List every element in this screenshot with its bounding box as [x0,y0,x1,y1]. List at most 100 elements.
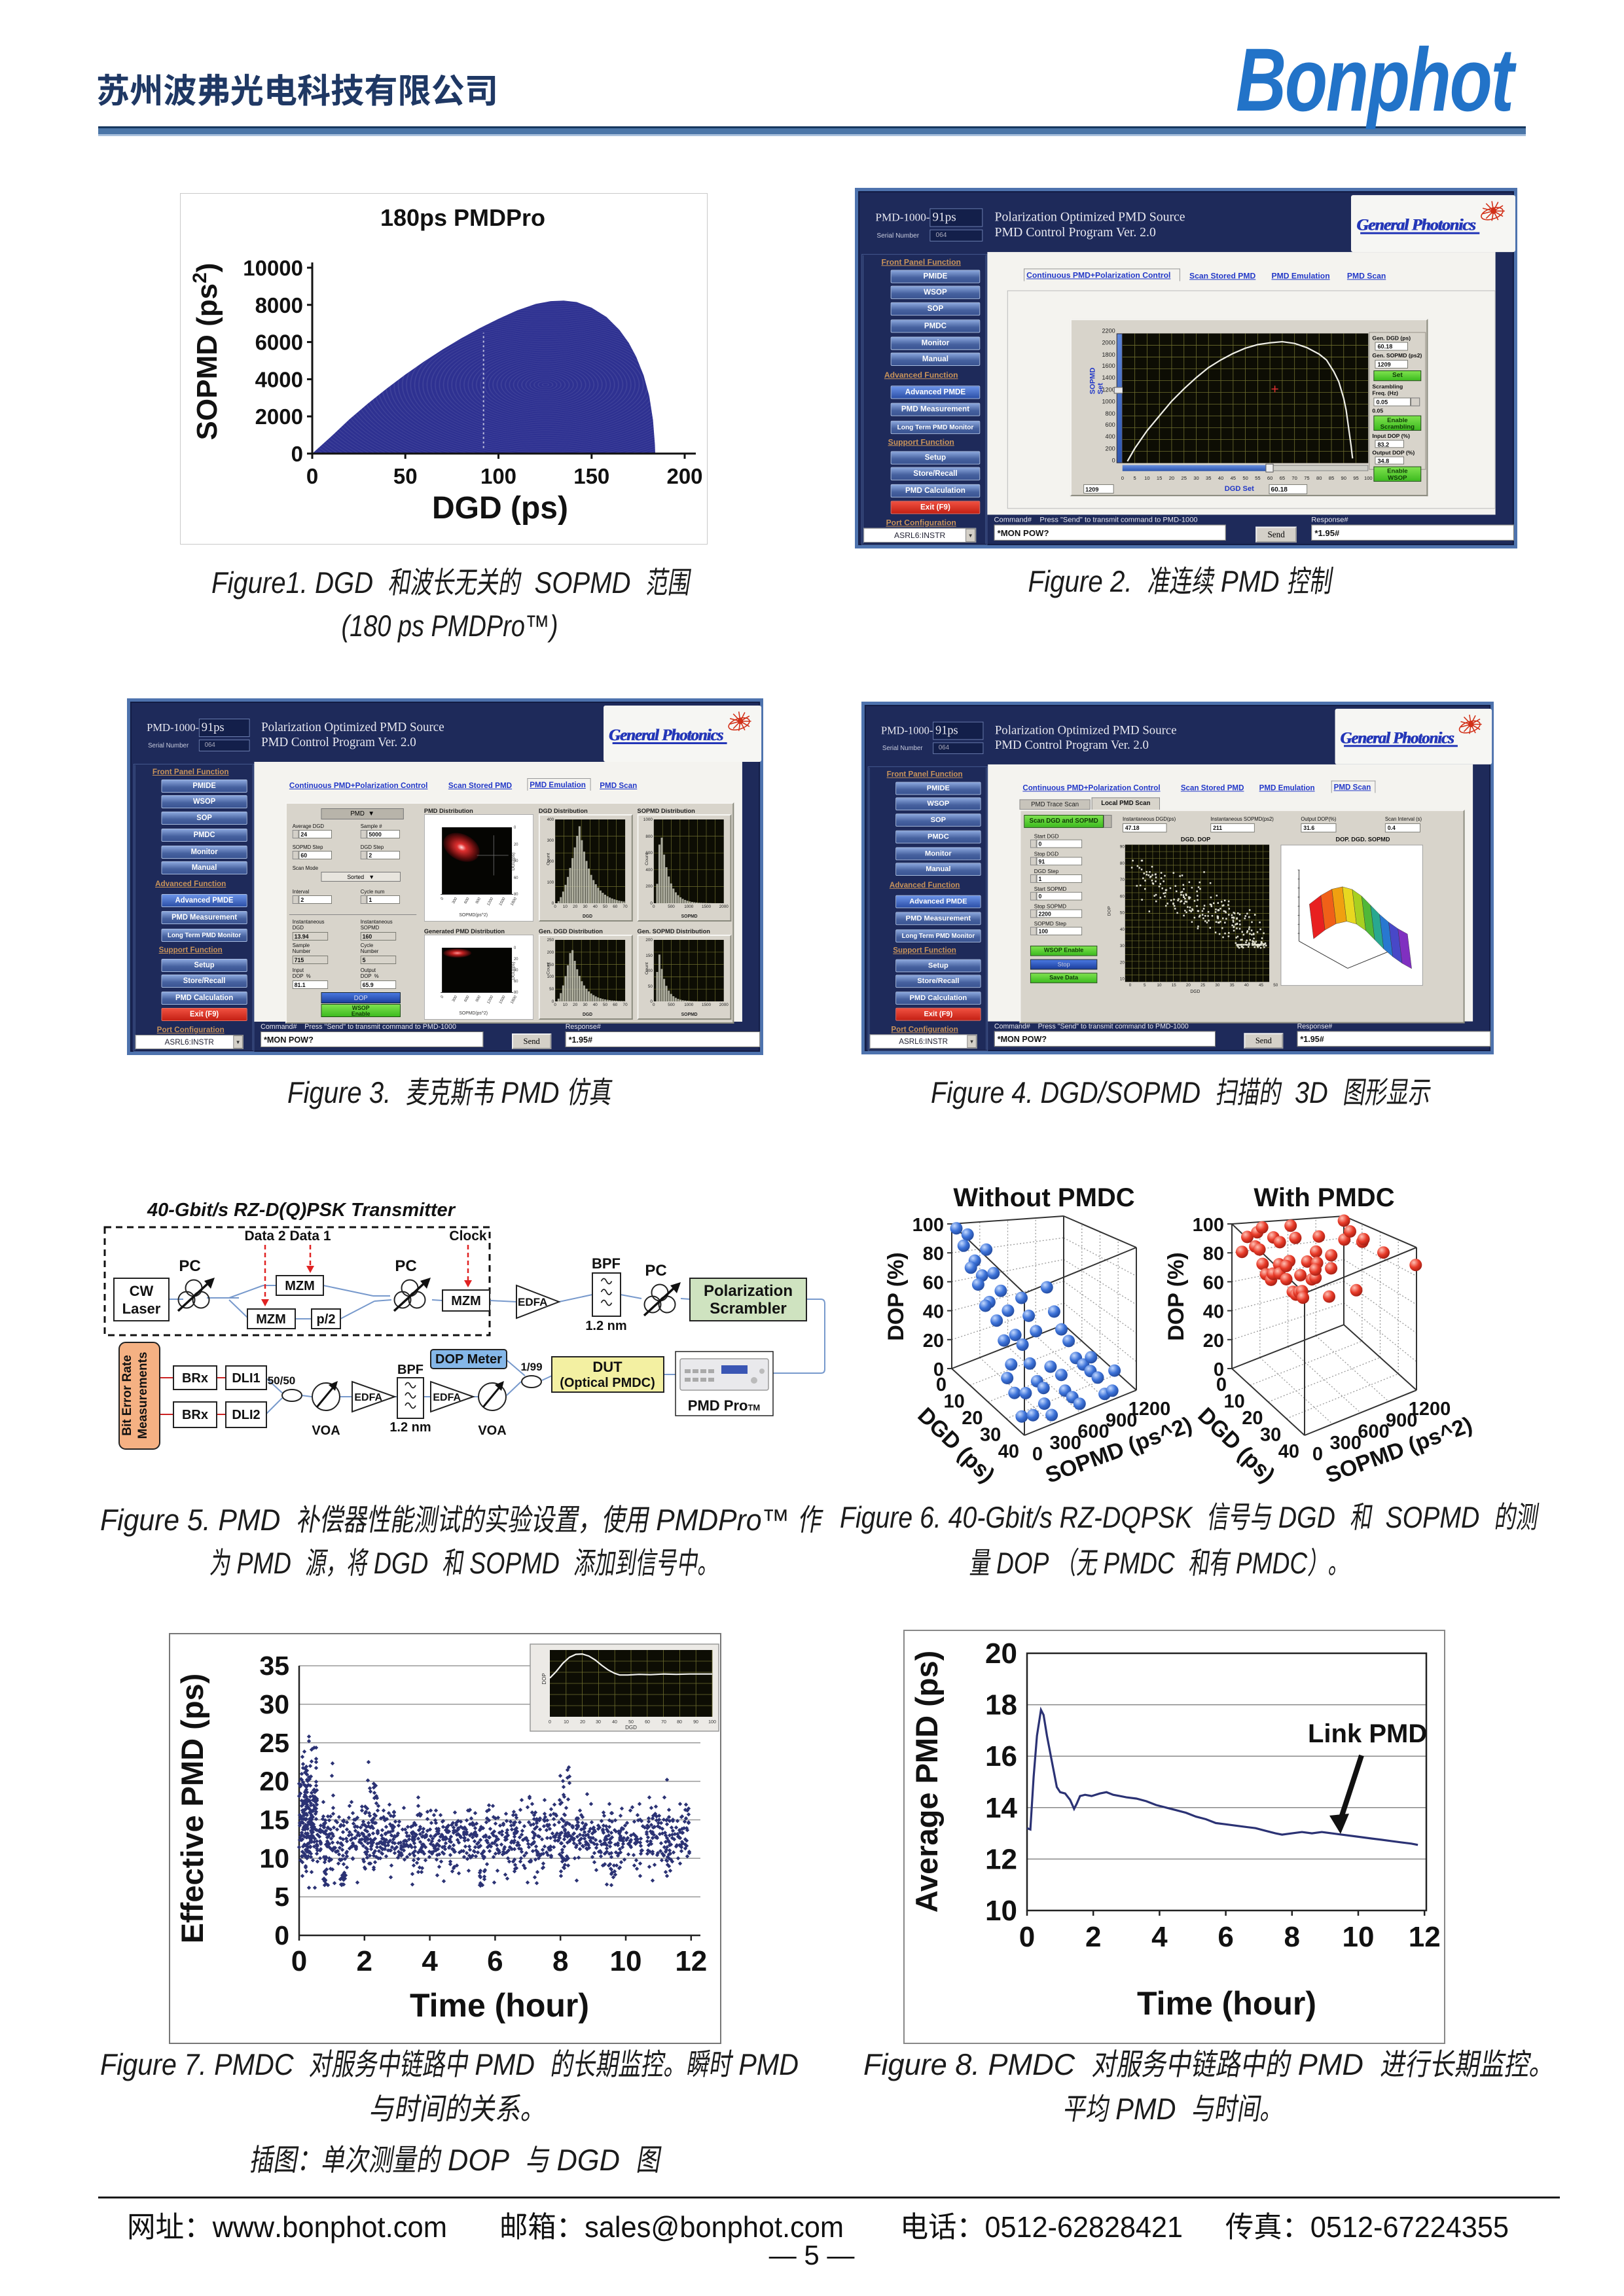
svg-text:4: 4 [1151,1921,1168,1953]
svg-text:0: 0 [1019,1921,1035,1953]
svg-text:40: 40 [998,1441,1019,1462]
svg-text:DOP (%): DOP (%) [884,1252,909,1340]
svg-text:35: 35 [259,1651,289,1681]
svg-text:50/50: 50/50 [268,1374,296,1387]
svg-text:0: 0 [933,1359,944,1380]
svg-text:40: 40 [1278,1441,1299,1462]
svg-text:0: 0 [936,1374,947,1395]
svg-text:20: 20 [962,1408,983,1429]
svg-text:BPF: BPF [397,1363,424,1377]
svg-text:8000: 8000 [255,293,303,317]
svg-text:16: 16 [985,1740,1017,1772]
svg-text:20: 20 [1242,1408,1263,1429]
svg-text:0: 0 [274,1920,289,1950]
svg-text:0: 0 [291,442,303,466]
svg-text:VOA: VOA [312,1424,340,1438]
svg-text:10: 10 [1343,1921,1375,1953]
svg-text:40-Gbit/s RZ-D(Q)PSK Transmitt: 40-Gbit/s RZ-D(Q)PSK Transmitter [147,1200,456,1221]
svg-text:80: 80 [677,1720,682,1725]
svg-text:6: 6 [487,1945,503,1977]
svg-text:6: 6 [1218,1921,1233,1953]
svg-text:DUT: DUT [592,1359,623,1375]
svg-text:50: 50 [628,1720,634,1725]
svg-text:25: 25 [259,1728,289,1758]
svg-text:2: 2 [1085,1921,1101,1953]
svg-text:5: 5 [274,1882,289,1912]
svg-text:60: 60 [645,1720,650,1725]
svg-text:1/99: 1/99 [520,1361,542,1373]
svg-text:900: 900 [1386,1410,1417,1431]
svg-text:10000: 10000 [243,256,303,280]
svg-text:30: 30 [259,1689,289,1719]
svg-text:30: 30 [596,1720,601,1725]
svg-text:Data 2: Data 2 [244,1229,285,1244]
svg-text:0: 0 [1312,1444,1323,1465]
svg-text:15: 15 [259,1804,289,1835]
svg-text:10: 10 [564,1720,569,1725]
svg-text:80: 80 [923,1244,944,1265]
svg-text:300: 300 [1050,1433,1081,1454]
svg-text:12: 12 [985,1843,1017,1875]
svg-text:1.2 nm: 1.2 nm [585,1319,626,1333]
svg-text:150: 150 [573,464,609,488]
svg-text:SOPMD (ps2): SOPMD (ps2) [189,263,224,440]
svg-text:600: 600 [1077,1422,1109,1443]
svg-text:Link PMD: Link PMD [1308,1719,1427,1748]
svg-text:EDFA: EDFA [354,1392,382,1403]
svg-text:200: 200 [666,464,702,488]
svg-text:DOP: DOP [541,1673,547,1684]
svg-text:Without PMDC: Without PMDC [953,1183,1134,1212]
svg-text:10: 10 [1223,1391,1244,1412]
svg-text:Bit Error Rate: Bit Error Rate [120,1355,134,1436]
svg-text:Average PMD (ps): Average PMD (ps) [909,1651,944,1912]
svg-text:1200: 1200 [1409,1399,1451,1420]
svg-text:p/2: p/2 [317,1312,336,1327]
svg-text:DLI2: DLI2 [232,1408,260,1422]
svg-text:20: 20 [1203,1331,1224,1352]
svg-text:40: 40 [1203,1302,1224,1323]
svg-text:0: 0 [1032,1444,1043,1465]
svg-text:900: 900 [1106,1410,1137,1431]
svg-text:0: 0 [549,1720,551,1725]
svg-text:18: 18 [985,1689,1017,1721]
svg-text:DGD (ps): DGD (ps) [432,491,568,526]
svg-text:2: 2 [357,1945,372,1977]
svg-text:20: 20 [580,1720,585,1725]
svg-text:DOP Meter: DOP Meter [435,1352,502,1367]
svg-text:20: 20 [923,1331,944,1352]
svg-text:100: 100 [480,464,516,488]
svg-text:PC: PC [179,1257,200,1275]
svg-text:DLI1: DLI1 [232,1371,260,1386]
svg-text:8: 8 [1284,1921,1300,1953]
svg-text:180ps PMDPro: 180ps PMDPro [380,204,545,231]
svg-text:BRx: BRx [182,1371,208,1386]
svg-text:0: 0 [306,464,318,488]
svg-text:100: 100 [912,1215,944,1236]
svg-text:40: 40 [612,1720,617,1725]
svg-text:70: 70 [661,1720,666,1725]
svg-text:Polarization: Polarization [704,1282,793,1300]
svg-text:90: 90 [693,1720,698,1725]
svg-text:2000: 2000 [255,404,303,429]
svg-text:100: 100 [1193,1215,1224,1236]
svg-text:0: 0 [1216,1374,1227,1395]
svg-text:With PMDC: With PMDC [1254,1183,1394,1212]
svg-text:CW: CW [130,1283,154,1299]
svg-text:EDFA: EDFA [433,1392,461,1403]
svg-text:100: 100 [708,1720,716,1725]
svg-text:10: 10 [610,1945,642,1977]
svg-text:MZM: MZM [285,1279,315,1293]
svg-text:300: 300 [1330,1433,1362,1454]
svg-text:20: 20 [985,1638,1017,1670]
svg-text:VOA: VOA [478,1424,506,1438]
svg-text:PC: PC [395,1257,416,1275]
svg-text:4000: 4000 [255,367,303,391]
svg-text:Laser: Laser [122,1300,161,1317]
svg-text:DOP (%): DOP (%) [1164,1252,1189,1340]
svg-text:DGD: DGD [625,1725,637,1731]
svg-text:PC: PC [645,1262,666,1280]
svg-text:0: 0 [1214,1359,1224,1380]
svg-text:10: 10 [259,1843,289,1873]
svg-text:30: 30 [980,1425,1001,1446]
svg-text:(Optical PMDC): (Optical PMDC) [560,1376,655,1390]
